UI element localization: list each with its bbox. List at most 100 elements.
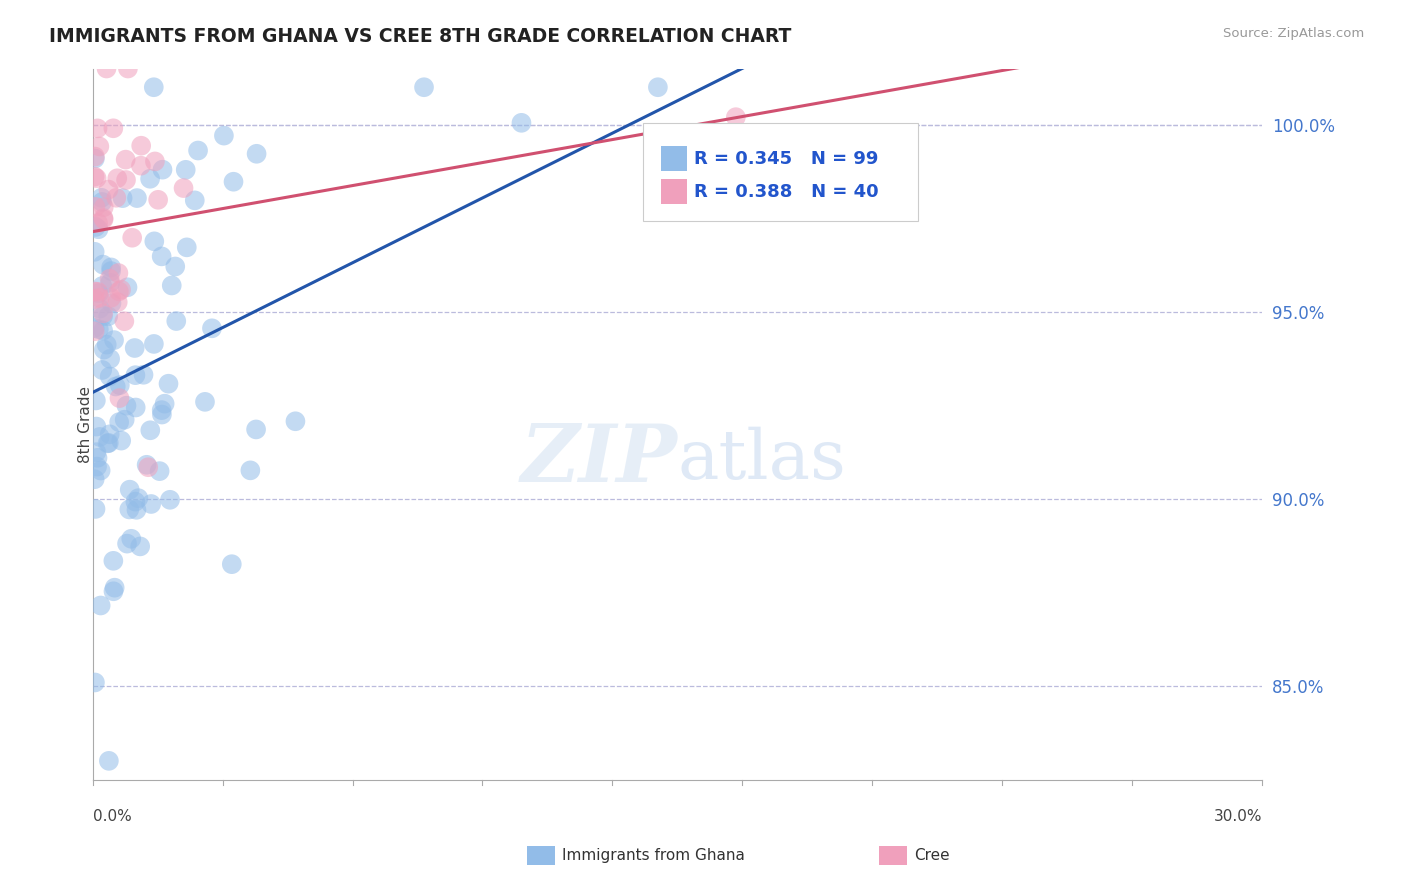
Text: R = 0.345   N = 99: R = 0.345 N = 99 [695, 150, 879, 168]
Point [86, 171, 108, 186]
Point [413, 80, 436, 95]
Point [117, 280, 139, 294]
Point [86, 419, 108, 434]
Point [115, 399, 138, 413]
Point [124, 341, 146, 355]
Point [150, 249, 173, 263]
Point [245, 422, 267, 436]
Point [84, 393, 107, 408]
Point [84, 675, 107, 690]
Text: IMMIGRANTS FROM GHANA VS CREE 8TH GRADE CORRELATION CHART: IMMIGRANTS FROM GHANA VS CREE 8TH GRADE … [49, 27, 792, 45]
Point [97, 754, 120, 768]
Point [118, 483, 141, 497]
Point [100, 264, 122, 278]
Point [744, 179, 766, 194]
Point [139, 171, 162, 186]
Point [142, 80, 165, 95]
Point [83, 169, 105, 184]
Point [83, 321, 105, 335]
Text: Immigrants from Ghana: Immigrants from Ghana [562, 848, 745, 863]
Point [132, 368, 155, 382]
Point [100, 260, 122, 275]
Point [84, 150, 107, 164]
Point [91, 306, 114, 320]
Point [83, 285, 105, 299]
Point [118, 502, 141, 516]
Point [115, 536, 138, 550]
Point [87, 222, 110, 236]
Point [108, 415, 131, 429]
Point [135, 458, 157, 472]
Point [108, 391, 131, 405]
Point [239, 463, 262, 477]
Point [89, 430, 111, 444]
Point [91, 363, 114, 377]
Point [245, 146, 267, 161]
Point [114, 153, 136, 167]
Point [152, 162, 174, 177]
Point [112, 314, 135, 328]
Point [96, 337, 118, 351]
Point [104, 581, 127, 595]
Point [83, 244, 105, 259]
Point [125, 503, 148, 517]
Point [143, 235, 166, 249]
Point [98, 276, 121, 290]
Point [176, 240, 198, 254]
Point [97, 436, 120, 450]
Point [90, 191, 112, 205]
Point [87, 322, 110, 336]
Point [86, 445, 108, 459]
Point [98, 369, 121, 384]
Point [93, 200, 115, 214]
Point [86, 459, 108, 474]
Point [97, 310, 120, 324]
Point [103, 333, 125, 347]
Point [83, 472, 105, 486]
Point [107, 295, 129, 310]
Point [96, 436, 118, 450]
Point [103, 121, 125, 136]
Point [91, 324, 114, 338]
Point [91, 194, 114, 209]
Point [146, 193, 169, 207]
Text: atlas: atlas [678, 426, 846, 492]
Point [165, 314, 187, 328]
Point [83, 292, 105, 306]
Point [150, 408, 173, 422]
Point [90, 463, 112, 477]
Point [117, 62, 139, 76]
Point [103, 554, 125, 568]
Text: 0.0%: 0.0% [93, 810, 132, 824]
Point [120, 532, 142, 546]
Point [139, 497, 162, 511]
Point [153, 397, 176, 411]
Point [510, 116, 533, 130]
Point [115, 173, 138, 187]
Point [221, 557, 243, 571]
Point [127, 491, 149, 505]
Point [105, 191, 128, 205]
Point [125, 191, 148, 205]
Point [129, 540, 152, 554]
Point [83, 324, 105, 338]
Point [86, 450, 108, 465]
Point [212, 128, 235, 143]
Point [100, 291, 122, 305]
Point [222, 175, 245, 189]
Point [124, 368, 146, 383]
Point [89, 301, 111, 316]
Point [100, 296, 122, 310]
Point [125, 401, 148, 415]
Point [129, 159, 152, 173]
Point [91, 309, 114, 323]
Point [98, 351, 121, 366]
Point [121, 231, 143, 245]
Point [98, 271, 121, 285]
Point [84, 219, 107, 234]
Point [647, 80, 669, 95]
Point [143, 154, 166, 169]
Point [87, 286, 110, 301]
Point [160, 278, 183, 293]
Point [87, 216, 110, 230]
